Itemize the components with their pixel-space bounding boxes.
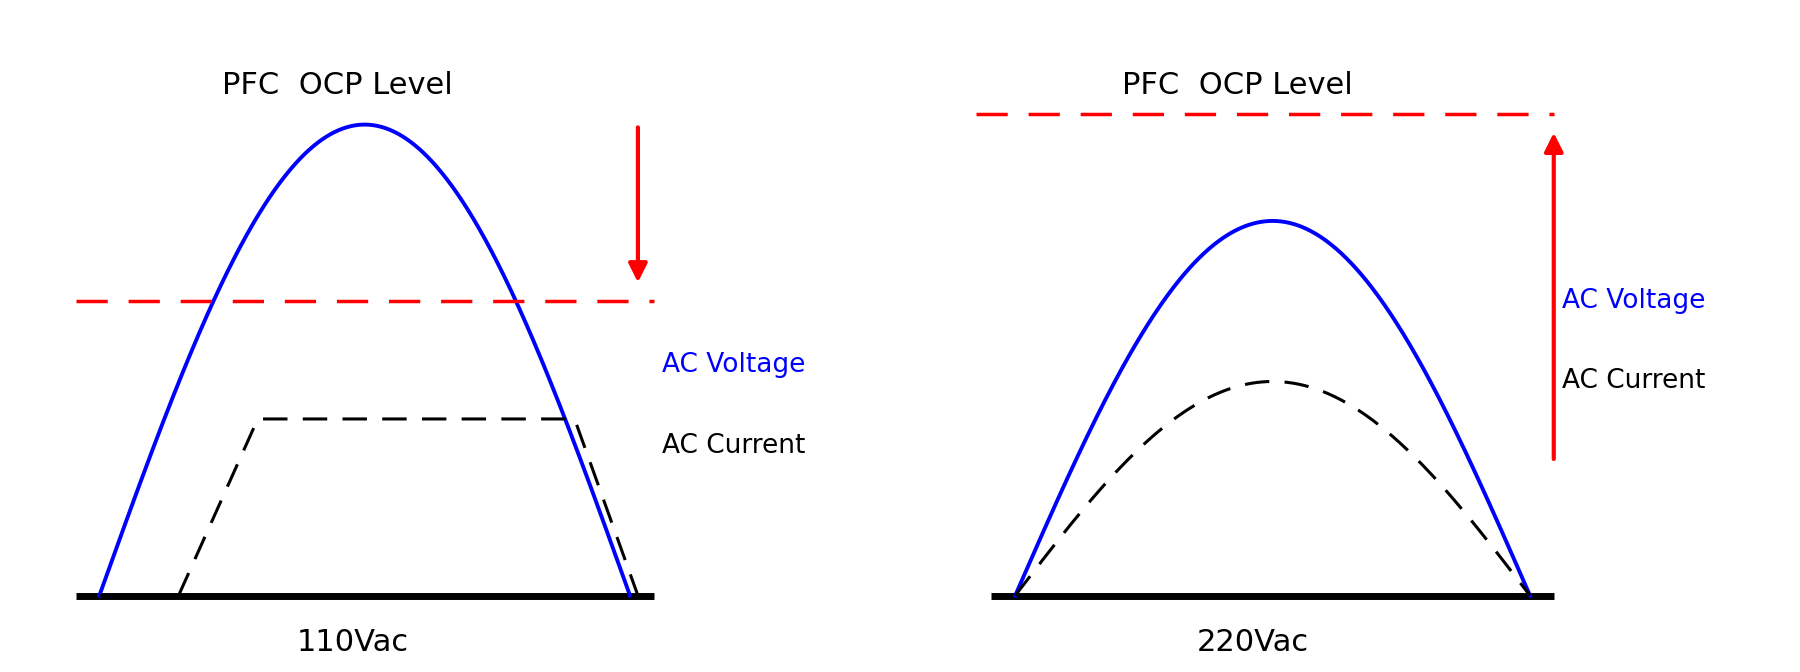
Text: PFC  OCP Level: PFC OCP Level — [221, 71, 452, 100]
Text: AC Voltage: AC Voltage — [662, 352, 805, 378]
Text: AC Current: AC Current — [1562, 368, 1705, 394]
Text: PFC  OCP Level: PFC OCP Level — [1121, 71, 1352, 100]
Text: AC Voltage: AC Voltage — [1562, 288, 1705, 314]
Text: 220Vac: 220Vac — [1197, 628, 1309, 657]
Text: AC Current: AC Current — [662, 433, 805, 459]
Text: 110Vac: 110Vac — [297, 628, 409, 657]
